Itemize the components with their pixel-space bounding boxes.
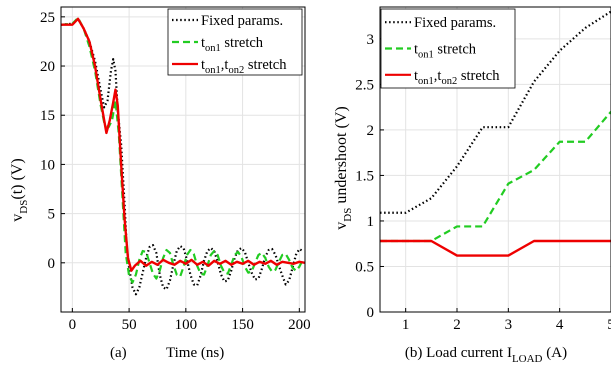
- series-line-2: [380, 110, 611, 243]
- x-tick-label: 5: [607, 317, 611, 333]
- y-tick-label: 1.5: [355, 168, 374, 184]
- panel-a-ylabel-rest: (t) (V): [9, 158, 26, 199]
- legend-label-3: ton1,ton2 stretch: [414, 68, 500, 87]
- panel-b-xlabel-rest: (A): [543, 345, 568, 361]
- y-tick-label: 0: [367, 305, 375, 321]
- y-tick-label: 20: [40, 59, 55, 75]
- x-tick-label: 3: [505, 317, 513, 333]
- x-tick-label: 1: [402, 317, 410, 333]
- panel-b-ylabel-rest: undershoot (V): [333, 106, 350, 207]
- panel-a-ticks: 0 50 100 150 200 0 5 10 15 20 25: [40, 10, 311, 333]
- y-tick-label: 5: [48, 207, 56, 223]
- panel-b-legend: Fixed params. ton1 stretch ton1,ton2 stret…: [380, 8, 516, 89]
- panel-b-ticks: 1 2 3 4 5 0 0.5 1 1.5 2 2.5 3: [355, 32, 611, 333]
- y-tick-label: 15: [40, 108, 55, 124]
- y-tick-label: 1: [367, 214, 375, 230]
- series-line-3: [61, 17, 305, 272]
- panel-b-xlabel-main: (b) Load current I: [405, 345, 512, 361]
- panel-b-frame: [379, 6, 611, 313]
- x-tick-label: 150: [231, 317, 254, 333]
- panel-a-caption: (a): [110, 345, 127, 361]
- x-tick-label: 4: [556, 317, 564, 333]
- y-tick-label: 0: [48, 256, 56, 272]
- panel-b-undershoot: 1 2 3 4 5 0 0.5 1 1.5 2 2.5 3 Fixed params. ton1 str…: [333, 6, 611, 365]
- panel-b-ylabel: vDS undershoot (V): [333, 106, 354, 229]
- y-tick-label: 25: [40, 10, 55, 26]
- panel-a-time-response: 0 50 100 150 200 0 5 10 15 20 25 Fixed params. ton1…: [9, 6, 311, 361]
- panel-a-legend: Fixed params. ton1 stretch ton1,ton2 stret…: [167, 8, 303, 76]
- x-tick-label: 0: [69, 317, 77, 333]
- legend-label-1: Fixed params.: [201, 13, 283, 29]
- panel-a-xlabel: Time (ns): [166, 345, 224, 361]
- panel-b-series: [380, 10, 611, 257]
- y-tick-label: 10: [40, 157, 55, 173]
- y-tick-label: 2: [367, 123, 375, 139]
- legend-label-2: ton1 stretch: [201, 35, 264, 54]
- legend-label-2: ton1 stretch: [414, 42, 477, 61]
- x-tick-label: 50: [122, 317, 137, 333]
- x-tick-label: 200: [288, 317, 311, 333]
- legend-label-1: Fixed params.: [414, 15, 496, 31]
- y-tick-label: 0.5: [355, 259, 374, 275]
- legend-label-3: ton1,ton2 stretch: [201, 57, 287, 76]
- y-tick-label: 3: [367, 32, 375, 48]
- panel-a-ylabel-sub: DS: [18, 200, 30, 214]
- panel-b-xlabel-sub: LOAD: [512, 353, 543, 365]
- series-line-3: [380, 239, 611, 257]
- x-tick-label: 100: [175, 317, 198, 333]
- y-tick-label: 2.5: [355, 77, 374, 93]
- panel-a-ylabel: vDS(t) (V): [9, 158, 30, 221]
- panel-b-ylabel-main: v: [333, 222, 350, 230]
- panel-a-ylabel-main: v: [9, 214, 26, 222]
- x-tick-label: 2: [453, 317, 461, 333]
- panel-b-xlabel: (b) Load current ILOAD (A): [405, 345, 567, 365]
- panel-a-frame: [60, 6, 306, 313]
- panel-b-ylabel-sub: DS: [342, 208, 354, 222]
- panel-a-series: [61, 16, 305, 296]
